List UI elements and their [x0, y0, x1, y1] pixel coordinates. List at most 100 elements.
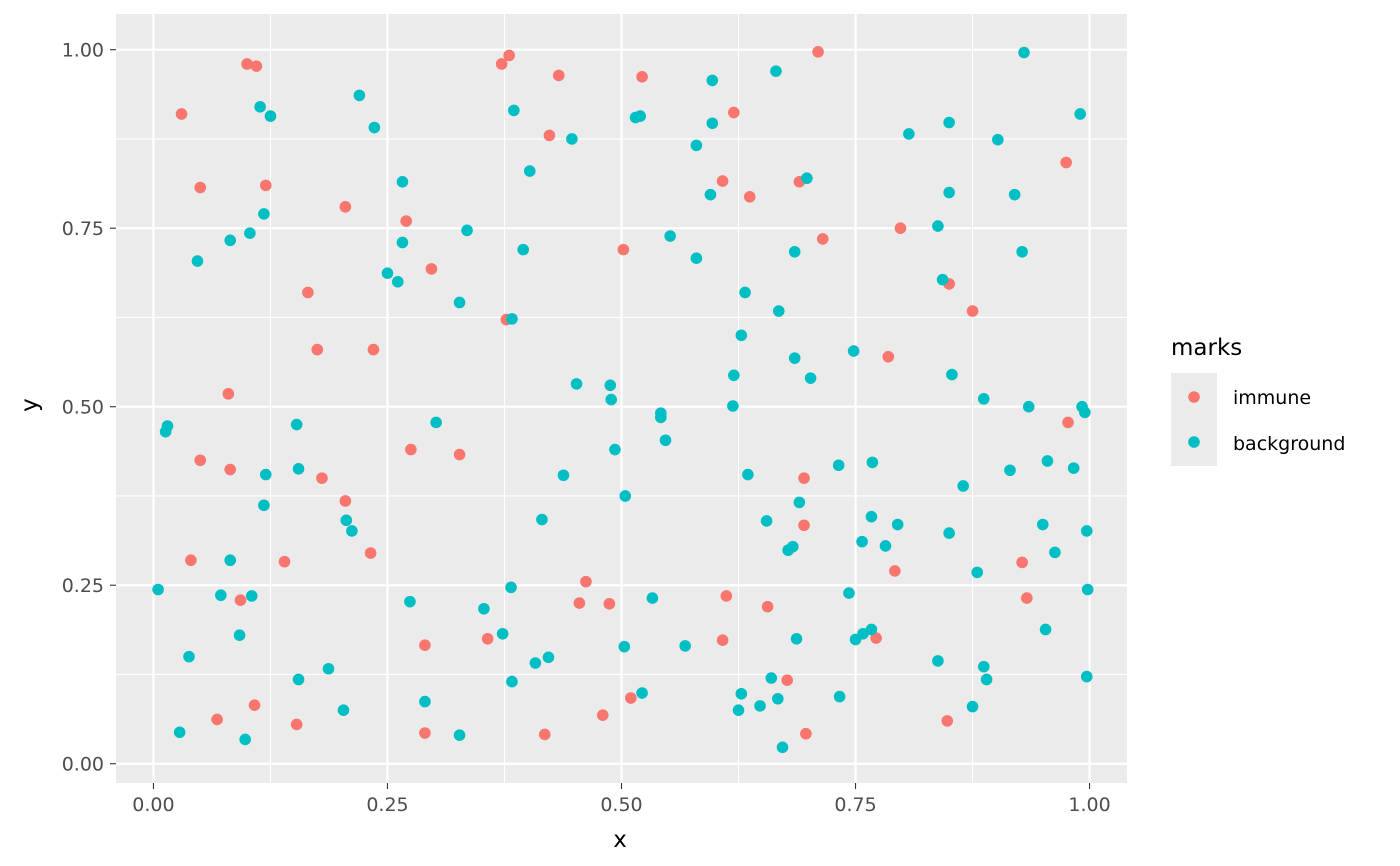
point-immune	[728, 106, 740, 119]
point-background	[865, 510, 878, 523]
point-immune	[405, 443, 417, 456]
point-immune	[453, 448, 466, 461]
point-background	[735, 687, 748, 700]
point-background	[461, 224, 473, 237]
point-background	[419, 695, 431, 708]
point-background	[1004, 464, 1016, 477]
point-immune	[798, 472, 810, 484]
legend: marks immune background	[1171, 335, 1345, 466]
point-background	[977, 393, 990, 405]
point-immune	[495, 58, 508, 70]
point-immune	[580, 575, 592, 588]
point-background	[706, 117, 719, 130]
point-immune	[538, 728, 551, 741]
point-background	[727, 400, 739, 412]
point-background	[1016, 245, 1028, 258]
point-background	[244, 227, 256, 240]
point-background	[391, 275, 404, 288]
y-tick-label: 1.00	[62, 40, 104, 62]
point-background	[337, 704, 350, 716]
point-background	[430, 416, 442, 429]
point-immune	[234, 594, 247, 607]
point-immune	[367, 343, 380, 356]
data-points	[152, 46, 1094, 754]
point-immune	[1021, 592, 1033, 604]
x-tick-label: 0.25	[366, 794, 408, 816]
point-immune	[798, 519, 810, 532]
point-background	[966, 700, 979, 713]
point-background	[506, 313, 518, 325]
point-background	[292, 673, 305, 686]
point-background	[943, 527, 955, 539]
point-background	[453, 729, 466, 741]
point-immune	[1060, 156, 1072, 169]
legend-key-background-series	[1188, 436, 1200, 448]
point-background	[566, 133, 578, 145]
point-immune	[248, 699, 261, 711]
point-background	[258, 499, 270, 512]
point-immune	[573, 597, 586, 609]
point-background	[664, 230, 676, 242]
axes: 0.00 0.25 0.50 0.75 1.00 0.00 0.25 0.50 0.75 1.00	[62, 40, 1111, 816]
point-background	[292, 463, 305, 475]
point-background	[833, 690, 846, 703]
point-background	[659, 434, 672, 447]
point-background	[957, 480, 969, 492]
point-immune	[224, 463, 237, 476]
point-background	[634, 110, 647, 122]
point-background	[1041, 455, 1054, 467]
point-background	[604, 379, 617, 392]
point-background	[1074, 108, 1086, 120]
point-background	[609, 443, 621, 456]
point-background	[832, 459, 845, 472]
point-background	[536, 513, 548, 526]
point-background	[801, 172, 813, 185]
point-background	[239, 733, 251, 746]
x-tick-label: 0.00	[132, 794, 174, 816]
point-background	[322, 662, 335, 675]
point-background	[936, 273, 949, 286]
point-immune	[222, 388, 235, 400]
point-background	[1067, 462, 1080, 474]
point-immune	[241, 58, 253, 70]
point-immune	[716, 634, 729, 646]
point-background	[290, 418, 303, 431]
point-background	[847, 345, 860, 357]
legend-label-immune: immune	[1233, 387, 1311, 409]
point-immune	[596, 709, 609, 721]
point-immune	[364, 547, 377, 559]
point-immune	[941, 715, 954, 727]
point-background	[233, 629, 246, 641]
point-background	[679, 640, 691, 652]
point-background	[346, 525, 358, 537]
point-background	[381, 267, 394, 279]
point-background	[655, 411, 667, 424]
point-immune	[889, 565, 901, 577]
point-background	[496, 627, 509, 640]
point-background	[1049, 546, 1061, 559]
point-immune	[302, 286, 314, 299]
point-background	[605, 393, 618, 406]
point-background	[404, 595, 416, 608]
point-background	[152, 583, 164, 596]
point-background	[396, 175, 409, 188]
point-background	[1022, 400, 1035, 413]
point-background	[788, 352, 801, 364]
point-background	[340, 514, 353, 527]
point-background	[980, 673, 993, 686]
point-background	[557, 469, 570, 482]
point-immune	[543, 129, 556, 142]
point-background	[772, 692, 784, 705]
point-background	[932, 655, 944, 667]
point-background	[866, 456, 879, 469]
point-background	[183, 650, 195, 663]
point-immune	[481, 632, 494, 645]
point-background	[1080, 670, 1093, 683]
y-tick-label: 0.00	[62, 754, 104, 776]
y-tick-label: 0.75	[62, 218, 104, 240]
point-background	[943, 116, 955, 129]
point-background	[782, 544, 794, 557]
point-immune	[617, 243, 630, 256]
point-immune	[882, 350, 895, 363]
